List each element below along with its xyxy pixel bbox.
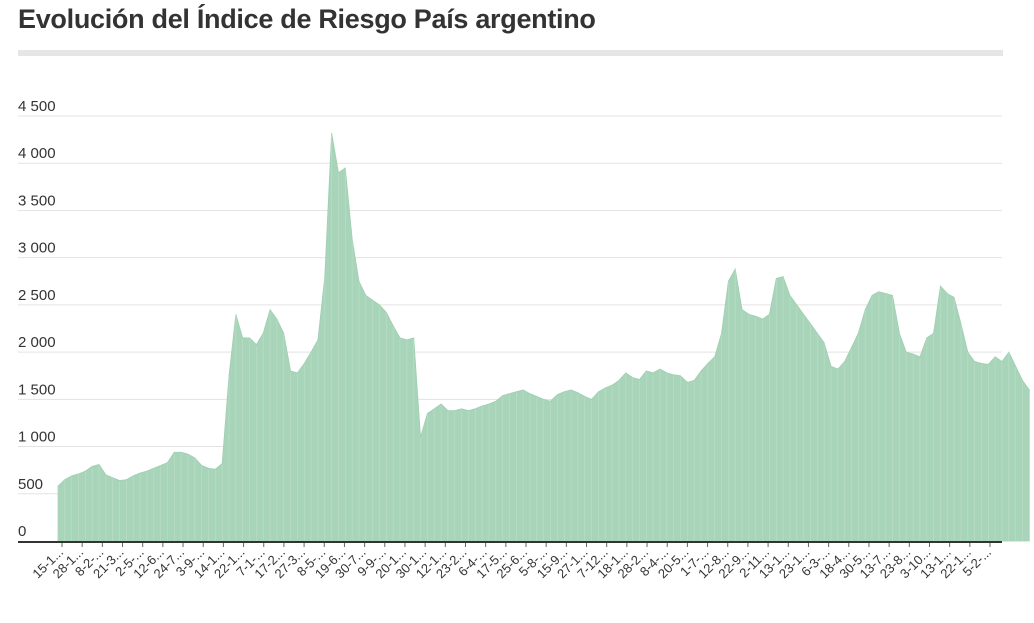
y-tick-label: 1 000 bbox=[18, 429, 56, 446]
y-tick-label: 3 000 bbox=[18, 240, 56, 257]
y-tick-label: 1 500 bbox=[18, 381, 56, 398]
series-area-fill bbox=[57, 132, 1030, 542]
y-tick-label: 500 bbox=[18, 476, 43, 493]
y-tick-label: 3 500 bbox=[18, 192, 56, 209]
y-tick-label: 4 000 bbox=[18, 145, 56, 162]
y-tick-label: 0 bbox=[18, 523, 26, 540]
y-axis-labels: 0 500 1 000 1 500 2 000 2 500 3 000 3 500 4 000 4… bbox=[18, 98, 56, 540]
y-tick-label: 2 500 bbox=[18, 287, 56, 304]
y-tick-label: 2 000 bbox=[18, 334, 56, 351]
x-axis-labels: 15-1...28-1...8-2-...21-3...2-5-...12-6.… bbox=[29, 543, 994, 581]
chart-title: Evolución del Índice de Riesgo País arge… bbox=[18, 4, 596, 34]
series-area bbox=[57, 132, 1030, 542]
y-tick-label: 4 500 bbox=[18, 98, 56, 115]
title-divider bbox=[18, 50, 1003, 56]
